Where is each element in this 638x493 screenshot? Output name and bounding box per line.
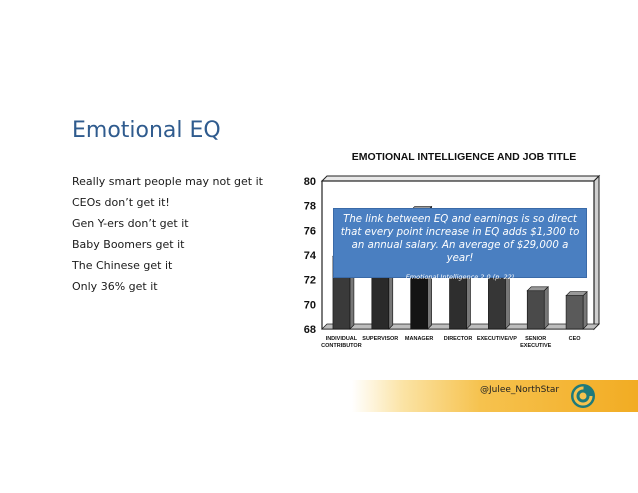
x-tick-label: DIRECTOR	[444, 336, 473, 342]
callout-quote: The link between EQ and earnings is so d…	[340, 214, 580, 264]
y-tick-label: 76	[304, 225, 316, 237]
x-tick-label: SENIOR	[525, 336, 546, 342]
bar-side	[582, 290, 588, 330]
bullet-item: Really smart people may not get it	[72, 175, 263, 188]
x-tick-label: CONTRIBUTOR	[321, 343, 362, 349]
bar-side	[543, 286, 549, 330]
x-tick-label: EXECUTIVE	[520, 343, 552, 349]
twitter-handle: @Julee_NorthStar	[480, 385, 560, 395]
y-tick-label: 68	[304, 324, 316, 336]
x-tick-label: SUPERVISOR	[362, 336, 398, 342]
chart-title: EMOTIONAL INTELLIGENCE AND JOB TITLE	[352, 151, 577, 163]
bullet-item: Only 36% get it	[72, 280, 158, 293]
x-tick-label: INDIVIDUAL	[326, 336, 358, 342]
y-tick-label: 78	[304, 201, 316, 213]
bar	[565, 295, 584, 330]
y-tick-label: 80	[304, 176, 316, 188]
plot-right-edge	[593, 174, 600, 331]
bar	[526, 290, 545, 330]
bullet-item: The Chinese get it	[72, 259, 173, 272]
y-tick-label: 72	[304, 275, 316, 287]
callout-box: The link between EQ and earnings is so d…	[333, 208, 587, 281]
slide-title: Emotional EQ	[72, 118, 221, 143]
north-star-swirl-icon	[571, 384, 595, 408]
y-tick-label: 74	[304, 250, 317, 262]
bullet-item: Baby Boomers get it	[72, 238, 185, 251]
callout-source: Emotional Intelligence 2.0 (p. 22)	[405, 273, 515, 281]
bullet-item: Gen Y-ers don’t get it	[72, 217, 189, 230]
plot-top-edge	[320, 175, 601, 182]
bullet-list: Really smart people may not get it CEOs …	[72, 171, 263, 297]
y-tick-label: 70	[304, 299, 316, 311]
x-tick-label: EXECUTIVE/VP	[477, 336, 517, 342]
bullet-item: CEOs don’t get it!	[72, 196, 170, 209]
x-tick-label: MANAGER	[405, 336, 433, 342]
x-tick-label: CEO	[569, 336, 582, 342]
